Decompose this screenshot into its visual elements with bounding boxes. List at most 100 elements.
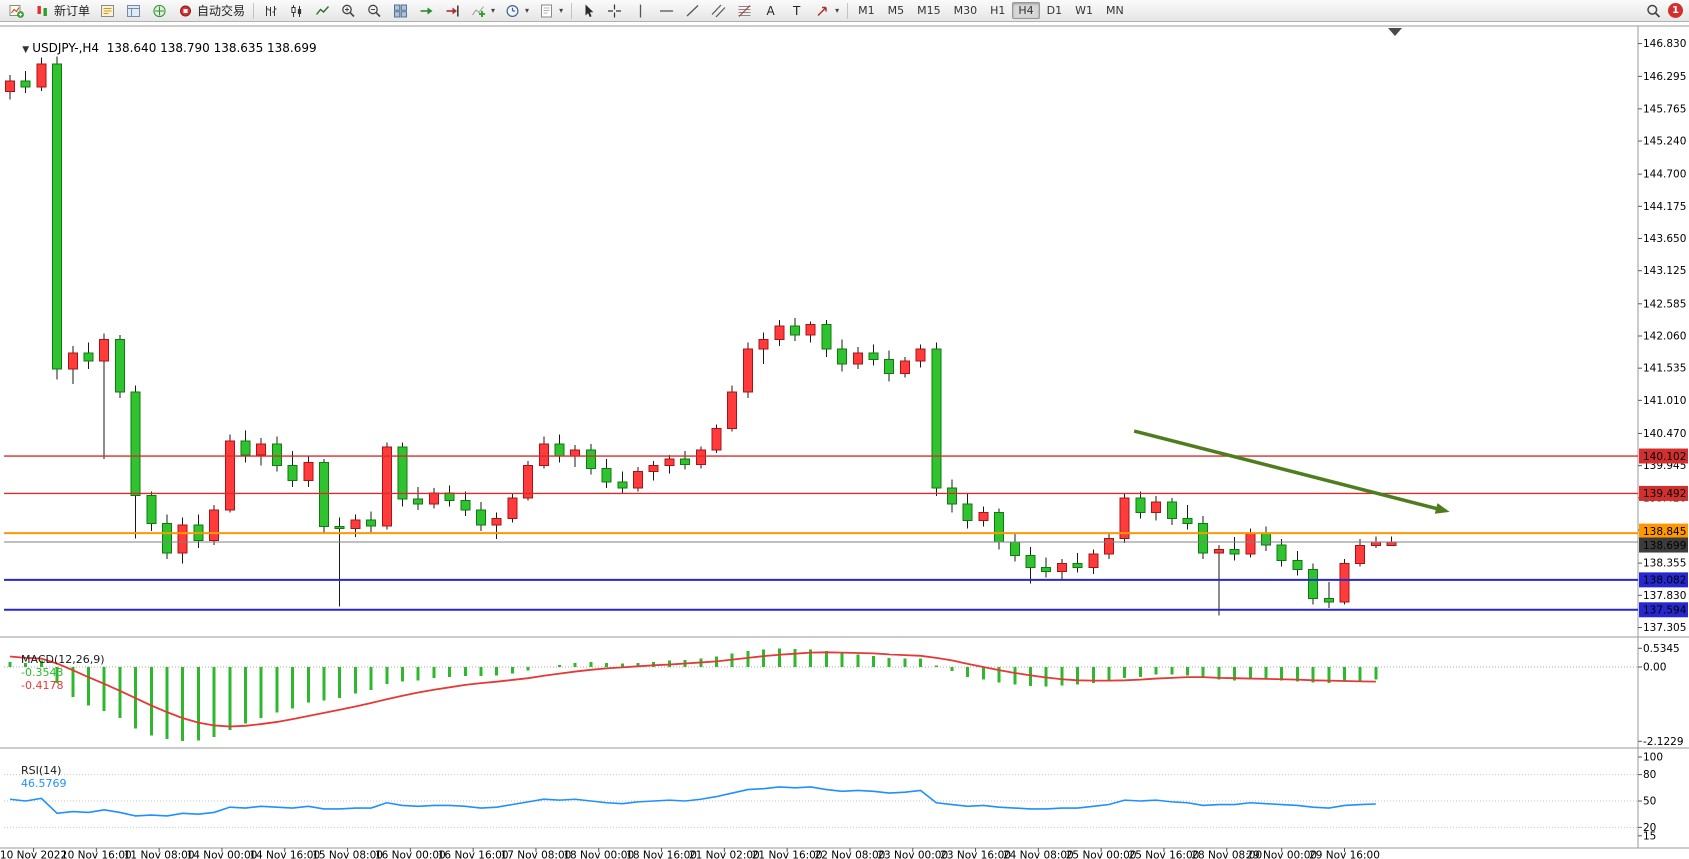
- horizontal-line-icon: [660, 9, 674, 12]
- chart-header: ▼ USDJPY-,H4 138.640 138.790 138.635 138.…: [7, 27, 316, 69]
- arrows-tool-button[interactable]: ▾: [810, 0, 843, 22]
- svg-text:143.650: 143.650: [1643, 233, 1686, 245]
- channel-button[interactable]: [706, 0, 731, 22]
- svg-text:144.700: 144.700: [1643, 169, 1686, 181]
- macd-signal-value: -0.4178: [21, 679, 64, 692]
- vertical-line-button[interactable]: [628, 0, 653, 22]
- search-icon[interactable]: [1645, 3, 1662, 19]
- svg-text:137.305: 137.305: [1643, 622, 1686, 634]
- notification-badge[interactable]: 1: [1668, 3, 1683, 18]
- zoom-out-button[interactable]: [362, 0, 387, 22]
- svg-text:50: 50: [1643, 796, 1656, 808]
- svg-text:138.355: 138.355: [1643, 558, 1686, 570]
- svg-text:142.060: 142.060: [1643, 330, 1686, 342]
- svg-text:143.125: 143.125: [1643, 265, 1686, 277]
- candlestick-chart-icon: [291, 4, 302, 17]
- dropdown-arrow-icon: ▾: [525, 6, 530, 15]
- svg-text:24 Nov 08:00: 24 Nov 08:00: [1003, 850, 1074, 859]
- periods-button[interactable]: ▾: [500, 0, 533, 22]
- collapse-arrow-icon[interactable]: ▼: [22, 45, 30, 55]
- svg-text:0.00: 0.00: [1643, 662, 1666, 674]
- templates-button[interactable]: ▾: [534, 0, 567, 22]
- tf-h1[interactable]: H1: [990, 4, 1006, 17]
- svg-text:18 Nov 16:00: 18 Nov 16:00: [626, 850, 697, 859]
- svg-text:23 Nov 00:00: 23 Nov 00:00: [877, 850, 948, 859]
- tf-w1[interactable]: W1: [1075, 4, 1093, 17]
- zoom-in-icon: [342, 4, 355, 17]
- market-watch-button[interactable]: [95, 0, 120, 22]
- bar-chart-button[interactable]: [258, 0, 283, 22]
- line-chart-icon: [315, 5, 330, 15]
- line-chart-button[interactable]: [310, 0, 335, 22]
- horizontal-line-button[interactable]: [654, 0, 679, 22]
- tf-m1[interactable]: M1: [858, 4, 875, 17]
- svg-text:138.082: 138.082: [1643, 575, 1686, 587]
- crosshair-button[interactable]: [602, 0, 627, 22]
- tile-windows-icon: [394, 4, 408, 17]
- tf-h4[interactable]: H4: [1012, 2, 1040, 19]
- templates-icon: [541, 4, 553, 17]
- fibonacci-icon: [738, 4, 751, 17]
- toolbar-separator: [571, 2, 573, 19]
- cursor-button[interactable]: [576, 0, 601, 22]
- svg-text:29 Nov 16:00: 29 Nov 16:00: [1309, 850, 1380, 859]
- trendline-icon: [686, 4, 699, 16]
- svg-text:21 Nov 16:00: 21 Nov 16:00: [752, 850, 823, 859]
- toolbar-separator: [253, 2, 255, 19]
- price-badges: 140.102 139.492 138.845 138.699 138.082 137.5…: [1639, 448, 1688, 618]
- svg-text:18 Nov 00:00: 18 Nov 00:00: [563, 850, 634, 859]
- fibonacci-button[interactable]: [732, 0, 757, 22]
- rsi-indicator-label: RSI(14) 46.5769: [7, 751, 67, 803]
- cursor-icon: [585, 4, 594, 17]
- tf-d1[interactable]: D1: [1046, 4, 1063, 17]
- data-window-icon: [127, 4, 141, 17]
- svg-text:140.470: 140.470: [1643, 428, 1686, 440]
- macd-name: MACD(12,26,9): [21, 653, 105, 666]
- indicators-button[interactable]: ▾: [466, 0, 499, 22]
- data-window-button[interactable]: [121, 0, 146, 22]
- chart-shift-button[interactable]: [440, 0, 465, 22]
- rsi-value: 46.5769: [21, 777, 67, 790]
- text-tool-button[interactable]: A: [758, 0, 783, 22]
- svg-text:16 Nov 00:00: 16 Nov 00:00: [375, 850, 446, 859]
- navigator-icon: [153, 4, 166, 17]
- svg-text:10 Nov 2022: 10 Nov 2022: [0, 850, 67, 859]
- macd-indicator-label: MACD(12,26,9) -0.3543 -0.4178: [7, 640, 105, 705]
- svg-text:138.699: 138.699: [1643, 540, 1686, 552]
- tf-m15[interactable]: M15: [917, 4, 941, 17]
- trend-arrow-annotation: [1133, 429, 1450, 514]
- tile-windows-button[interactable]: [388, 0, 413, 22]
- tf-m30[interactable]: M30: [953, 4, 978, 17]
- label-tool-button[interactable]: T: [784, 0, 809, 22]
- svg-text:146.295: 146.295: [1643, 71, 1686, 83]
- new-chart-button[interactable]: [4, 0, 29, 22]
- tf-m5[interactable]: M5: [887, 4, 905, 17]
- candlestick-chart-button[interactable]: [284, 0, 309, 22]
- macd-panel: 0.5345 0.00 -2.1229: [4, 643, 1684, 748]
- channel-icon: [711, 4, 726, 17]
- svg-text:137.594: 137.594: [1643, 605, 1687, 617]
- label-t-icon: T: [792, 4, 801, 18]
- svg-text:21 Nov 02:00: 21 Nov 02:00: [689, 850, 760, 859]
- tf-mn[interactable]: MN: [1106, 4, 1124, 17]
- svg-text:146.830: 146.830: [1643, 38, 1686, 50]
- new-order-button[interactable]: 新订单: [30, 0, 94, 22]
- auto-scroll-button[interactable]: [414, 0, 439, 22]
- dropdown-arrow-icon: ▾: [835, 6, 840, 15]
- zoom-in-button[interactable]: [336, 0, 361, 22]
- svg-text:139.492: 139.492: [1643, 488, 1686, 500]
- navigator-button[interactable]: [147, 0, 172, 22]
- market-watch-icon: [101, 4, 115, 17]
- trendline-button[interactable]: [680, 0, 705, 22]
- chart-shift-marker: [1388, 28, 1402, 36]
- svg-text:0.5345: 0.5345: [1643, 643, 1680, 655]
- svg-text:100: 100: [1643, 752, 1663, 764]
- zoom-out-icon: [368, 4, 381, 17]
- macd-main-value: -0.3543: [21, 666, 64, 679]
- price-lines: [4, 455, 1638, 611]
- svg-text:141.535: 141.535: [1643, 363, 1686, 375]
- auto-trading-button[interactable]: 自动交易: [173, 0, 249, 22]
- chart-canvas[interactable]: 146.830 146.295 145.765 145.240 144.700 144.1…: [0, 22, 1689, 859]
